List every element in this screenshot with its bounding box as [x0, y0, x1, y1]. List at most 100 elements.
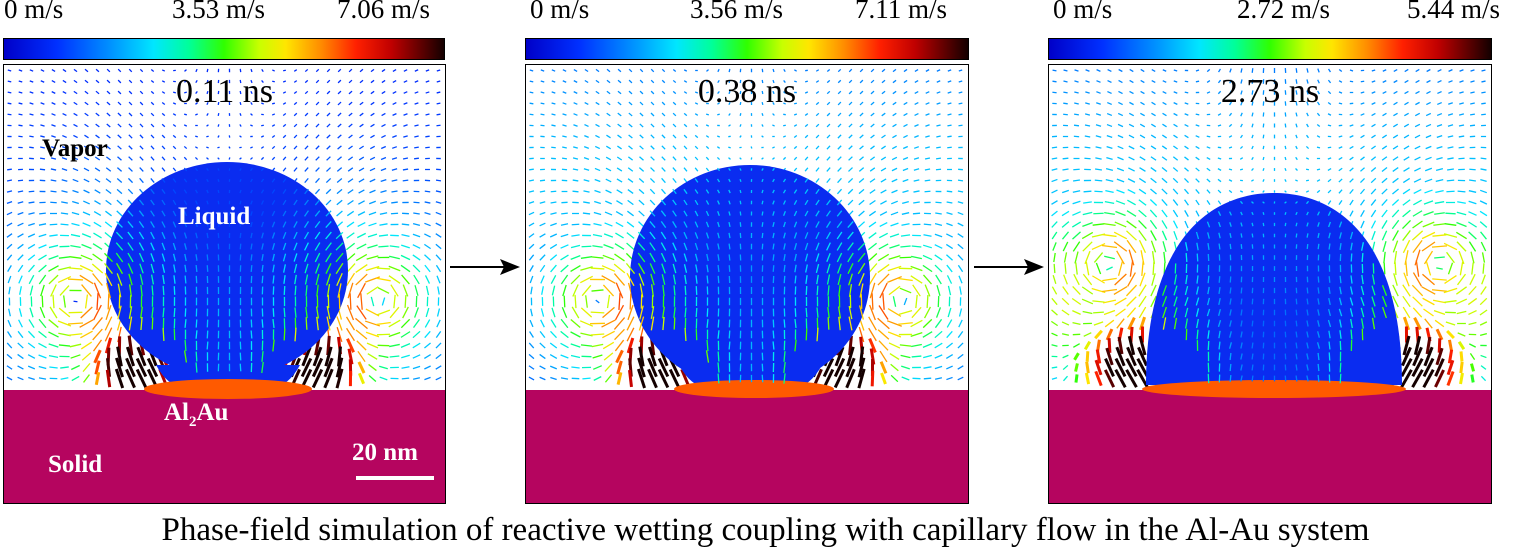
velocity-arrow	[782, 156, 787, 161]
velocity-arrow	[272, 264, 275, 273]
velocity-arrow	[728, 243, 731, 250]
velocity-arrow	[271, 124, 276, 127]
velocity-arrow	[705, 135, 710, 138]
velocity-arrow	[388, 331, 401, 338]
velocity-arrow	[594, 200, 601, 205]
solid-region	[526, 390, 968, 503]
velocity-arrow	[283, 328, 286, 341]
velocity-arrow	[761, 101, 764, 106]
velocity-arrow	[92, 253, 103, 262]
velocity-arrow	[650, 156, 655, 161]
velocity-arrow	[38, 365, 47, 370]
velocity-arrow	[403, 146, 408, 149]
velocity-arrow	[1459, 372, 1464, 385]
velocity-arrow	[637, 368, 646, 389]
velocity-arrow	[1360, 318, 1365, 329]
velocity-arrow	[1393, 273, 1398, 286]
velocity-arrow	[1349, 308, 1354, 317]
velocity-arrow	[1459, 69, 1464, 72]
velocity-arrow	[6, 190, 13, 193]
velocity-arrow	[706, 264, 709, 273]
velocity-arrow	[50, 190, 57, 193]
velocity-arrow	[562, 113, 567, 116]
velocity-arrow	[761, 113, 764, 116]
velocity-arrow	[957, 201, 964, 204]
velocity-arrow	[1217, 168, 1222, 171]
velocity-arrow	[282, 123, 287, 128]
velocity-arrow	[815, 199, 820, 206]
velocity-arrow	[858, 199, 865, 206]
velocity-arrow	[1434, 201, 1445, 204]
velocity-arrow	[892, 112, 897, 117]
velocity-arrow	[1295, 68, 1298, 73]
velocity-arrow	[356, 305, 367, 320]
velocity-arrow	[847, 242, 854, 251]
velocity-arrow	[195, 135, 198, 138]
velocity-arrow	[1162, 123, 1167, 128]
velocity-arrow	[184, 264, 187, 273]
velocity-arrow	[326, 156, 331, 161]
velocity-arrow	[1327, 101, 1332, 106]
velocity-arrow	[140, 306, 143, 319]
velocity-arrow	[1195, 231, 1200, 240]
velocity-arrow	[898, 309, 913, 316]
velocity-arrow	[761, 157, 764, 160]
velocity-arrow	[367, 353, 378, 360]
velocity-arrow	[184, 340, 187, 351]
velocity-arrow	[683, 242, 688, 251]
velocity-arrow	[934, 342, 943, 349]
velocity-arrow	[1413, 199, 1422, 206]
velocity-arrow	[115, 262, 124, 275]
velocity-arrow	[1338, 189, 1343, 194]
velocity-arrow	[848, 79, 853, 84]
velocity-arrow	[694, 91, 699, 94]
velocity-arrow	[1468, 200, 1477, 205]
velocity-arrow	[529, 331, 534, 338]
intermetallic-layer	[1142, 380, 1406, 398]
velocity-arrow	[1239, 200, 1244, 205]
velocity-arrow	[848, 112, 853, 117]
velocity-arrow	[815, 188, 820, 195]
velocity-arrow	[1083, 190, 1092, 193]
velocity-arrow	[1206, 102, 1211, 105]
velocity-arrow	[48, 255, 59, 260]
velocity-arrow	[304, 242, 309, 251]
velocity-arrow	[1117, 156, 1124, 161]
velocity-arrow	[728, 157, 731, 160]
velocity-arrow	[172, 113, 177, 116]
velocity-arrow	[94, 167, 101, 172]
velocity-arrow	[594, 167, 601, 172]
velocity-arrow	[661, 134, 666, 139]
velocity-arrow	[84, 101, 89, 106]
velocity-arrow	[1195, 80, 1200, 83]
velocity-arrow	[364, 276, 381, 283]
velocity-arrow	[1251, 364, 1254, 371]
velocity-arrow	[1184, 297, 1189, 306]
velocity-arrow	[106, 134, 111, 139]
velocity-arrow	[540, 69, 545, 72]
velocity-arrow	[128, 134, 133, 139]
velocity-arrow	[595, 79, 600, 84]
velocity-arrow	[857, 252, 866, 263]
velocity-arrow	[195, 68, 198, 73]
velocity-arrow	[1228, 123, 1233, 128]
velocity-arrow	[1295, 298, 1298, 305]
velocity-arrow	[40, 135, 45, 138]
velocity-arrow	[1162, 241, 1167, 252]
velocity-arrow	[435, 222, 442, 227]
velocity-arrow	[793, 232, 798, 239]
velocity-arrow	[1316, 146, 1321, 149]
velocity-arrow	[346, 338, 355, 353]
velocity-arrow	[945, 243, 954, 250]
velocity-arrow	[877, 317, 890, 330]
velocity-arrow	[115, 242, 124, 251]
velocity-arrow	[1317, 374, 1320, 383]
velocity-arrow	[1459, 91, 1464, 94]
velocity-arrow	[1435, 347, 1444, 366]
velocity-arrow	[728, 189, 731, 194]
velocity-arrow	[649, 210, 656, 217]
velocity-arrow	[315, 306, 320, 319]
velocity-arrow	[355, 264, 368, 273]
velocity-arrow	[239, 189, 242, 194]
velocity-arrow	[1414, 249, 1421, 266]
